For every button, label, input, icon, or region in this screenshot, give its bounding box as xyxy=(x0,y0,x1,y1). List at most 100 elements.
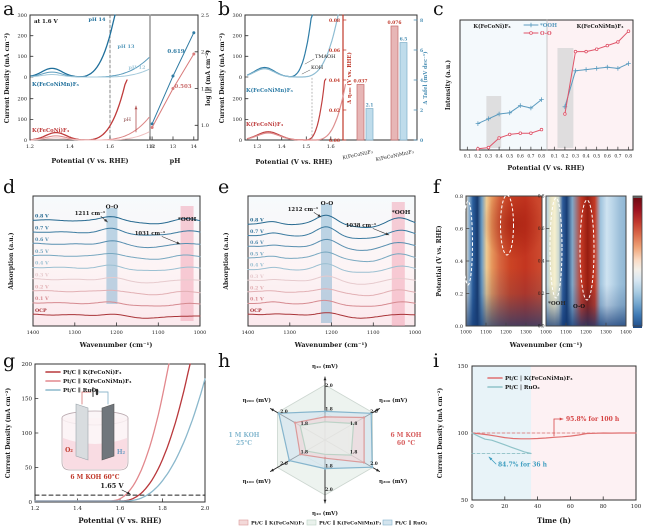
svg-text:2.5: 2.5 xyxy=(201,13,209,19)
svg-text:pH: pH xyxy=(123,117,131,123)
svg-text:log |j| (mA cm⁻²): log |j| (mA cm⁻²) xyxy=(205,50,212,106)
svg-text:1.8: 1.8 xyxy=(350,450,357,455)
svg-text:η₁₀₀ (mV): η₁₀₀ (mV) xyxy=(243,478,272,485)
panel-b: b 1.3 1.4 1.5 1.6 300 200 100 0 200 100 0 TMAOH KOH K… xyxy=(215,0,430,178)
svg-text:0.8 V: 0.8 V xyxy=(35,214,49,220)
svg-text:0.6: 0.6 xyxy=(538,226,545,231)
svg-text:Δ Tafel (mV dec⁻¹): Δ Tafel (mV dec⁻¹) xyxy=(422,51,429,104)
svg-text:pH: pH xyxy=(170,157,181,165)
svg-text:1300: 1300 xyxy=(283,330,296,336)
svg-text:0.04: 0.04 xyxy=(329,78,340,84)
svg-text:Absorption (a.u.): Absorption (a.u.) xyxy=(8,232,15,290)
svg-text:η₁₀₀ (mV): η₁₀₀ (mV) xyxy=(379,397,408,404)
svg-text:0.2: 0.2 xyxy=(455,291,463,297)
svg-text:60: 60 xyxy=(567,504,574,510)
svg-text:O-O: O-O xyxy=(540,31,552,37)
panel-h-chart: 1.8 2.0 1.8 2.0 1.8 2.0 1.8 2.0 1.8 2.0 1.8 2.0 η₁₀ … xyxy=(229,363,428,527)
svg-text:1.2: 1.2 xyxy=(31,506,40,512)
svg-text:Potential (V vs. RHE): Potential (V vs. RHE) xyxy=(436,225,443,296)
panel-g-chart: 1.2 1.4 1.6 1.8 2.0 0 50 100 150 200 O₂ H₂ 6 M KOH 6… xyxy=(5,362,210,525)
svg-text:0.2 V: 0.2 V xyxy=(35,284,49,290)
svg-text:1100: 1100 xyxy=(367,330,380,336)
svg-text:1.8: 1.8 xyxy=(325,465,332,470)
svg-text:Potential (V vs. RHE): Potential (V vs. RHE) xyxy=(255,158,332,166)
svg-text:1300: 1300 xyxy=(600,330,612,336)
svg-text:100: 100 xyxy=(631,504,642,510)
svg-text:0.6: 0.6 xyxy=(517,154,524,160)
svg-text:Wavenumber (cm⁻¹): Wavenumber (cm⁻¹) xyxy=(294,341,368,349)
svg-text:0.7: 0.7 xyxy=(614,154,621,160)
svg-text:1300: 1300 xyxy=(68,330,81,336)
svg-text:100: 100 xyxy=(458,431,469,437)
svg-text:6 M KOH 60°C: 6 M KOH 60°C xyxy=(70,474,119,481)
svg-text:150: 150 xyxy=(22,396,33,402)
panel-c-chart: 0.1 0.10.2 0.20.3 0.30.4 0.40.5 0.50.6 0.60.7 0… xyxy=(445,19,634,172)
svg-text:1200: 1200 xyxy=(325,330,338,336)
svg-text:100: 100 xyxy=(17,54,27,60)
svg-text:Wavenumber (cm⁻¹): Wavenumber (cm⁻¹) xyxy=(509,341,583,349)
svg-text:2.0: 2.0 xyxy=(370,410,377,415)
svg-text:O₂: O₂ xyxy=(65,447,73,454)
svg-text:2.0: 2.0 xyxy=(201,506,210,512)
svg-text:8: 8 xyxy=(420,18,423,24)
svg-text:84.7% for 36 h: 84.7% for 36 h xyxy=(498,462,548,469)
svg-text:20: 20 xyxy=(501,504,508,510)
panel-letter-d: d xyxy=(3,176,16,198)
svg-text:1200: 1200 xyxy=(580,330,592,336)
svg-text:200: 200 xyxy=(22,362,33,368)
svg-text:1031 cm⁻¹: 1031 cm⁻¹ xyxy=(135,231,166,237)
svg-text:0.5 V: 0.5 V xyxy=(250,251,264,257)
svg-text:60 °C: 60 °C xyxy=(397,440,415,447)
svg-text:0: 0 xyxy=(29,500,33,506)
svg-text:0.4: 0.4 xyxy=(538,259,545,264)
svg-text:0.1: 0.1 xyxy=(464,154,471,160)
svg-text:Pt/C ∥ K(FeCoNi)F₃: Pt/C ∥ K(FeCoNi)F₃ xyxy=(63,369,122,376)
svg-text:0: 0 xyxy=(239,75,242,81)
svg-text:1.8: 1.8 xyxy=(325,408,332,413)
svg-text:K(FeCoNi)F₃: K(FeCoNi)F₃ xyxy=(246,121,284,128)
svg-text:0.8 V: 0.8 V xyxy=(250,218,264,224)
svg-text:Potential (V vs. RHE): Potential (V vs. RHE) xyxy=(51,157,128,165)
svg-text:O-O: O-O xyxy=(106,205,119,211)
panel-letter-i: i xyxy=(433,350,440,372)
svg-text:0: 0 xyxy=(470,504,474,510)
svg-text:η₂₀₀ (mV): η₂₀₀ (mV) xyxy=(379,478,408,485)
svg-text:1.8: 1.8 xyxy=(158,506,167,512)
svg-text:1000: 1000 xyxy=(460,330,472,336)
svg-text:0.3: 0.3 xyxy=(485,154,492,160)
panel-a: a 1.2 1.4 1.6 1.8 300 200 100 0 200 100 0 at 1.6 V p… xyxy=(0,0,215,178)
svg-text:1.6: 1.6 xyxy=(327,144,335,150)
svg-text:1200: 1200 xyxy=(500,330,512,336)
svg-text:0.3 V: 0.3 V xyxy=(35,273,49,279)
panel-e-chart: 0.8 V 0.7 V 0.6 V 0.5 V 0.4 V 0.3 V 0.2 V 0.1 V… xyxy=(223,195,421,349)
svg-text:100: 100 xyxy=(22,431,33,437)
svg-text:TMAOH: TMAOH xyxy=(315,54,336,60)
svg-text:0.06: 0.06 xyxy=(329,48,340,54)
svg-text:1.4: 1.4 xyxy=(278,144,286,150)
svg-text:Pt/C | K(FeCoNiMn)F₃: Pt/C | K(FeCoNiMn)F₃ xyxy=(505,375,573,382)
svg-text:Potential (V vs. RHE): Potential (V vs. RHE) xyxy=(507,164,584,172)
svg-text:200: 200 xyxy=(17,33,27,39)
panel-d-chart: 0.8 V 0.7 V 0.6 V 0.5 V 0.4 V 0.3 V 0.2 V 0.1 V… xyxy=(8,195,206,349)
svg-text:0.02: 0.02 xyxy=(329,108,340,114)
svg-text:1.6: 1.6 xyxy=(116,506,125,512)
svg-text:Wavenumber (cm⁻¹): Wavenumber (cm⁻¹) xyxy=(79,341,153,349)
svg-text:25°C: 25°C xyxy=(236,440,252,447)
svg-text:0: 0 xyxy=(420,138,423,144)
svg-text:1400: 1400 xyxy=(27,330,40,336)
svg-text:Intensity (a.u.): Intensity (a.u.) xyxy=(445,60,452,110)
svg-text:1.8: 1.8 xyxy=(146,144,154,150)
svg-text:Pt/C ∥ K(FeCoNi)F₃: Pt/C ∥ K(FeCoNi)F₃ xyxy=(251,520,304,527)
svg-text:0.5: 0.5 xyxy=(506,154,513,160)
svg-text:Time (h): Time (h) xyxy=(537,516,571,525)
svg-text:K(FeCoNi)F₃: K(FeCoNi)F₃ xyxy=(32,127,70,134)
svg-text:0.7: 0.7 xyxy=(527,154,534,160)
panel-i-chart: 0 20 40 60 80 100 50 100 150 Pt/C | K(FeCoNiMn)F₃… xyxy=(437,364,642,525)
svg-text:4: 4 xyxy=(420,78,423,84)
svg-text:1.0: 1.0 xyxy=(201,123,209,129)
panel-h: h 1.8 2.0 1.8 2.0 1.8 2.0 1.8 2.0 1.8 2.0 1.8 2.0 η₁… xyxy=(215,350,430,531)
svg-text:100: 100 xyxy=(232,54,242,60)
svg-text:6.5: 6.5 xyxy=(400,37,408,43)
svg-text:0.5: 0.5 xyxy=(593,154,600,160)
svg-text:1211 cm⁻¹: 1211 cm⁻¹ xyxy=(75,211,106,217)
